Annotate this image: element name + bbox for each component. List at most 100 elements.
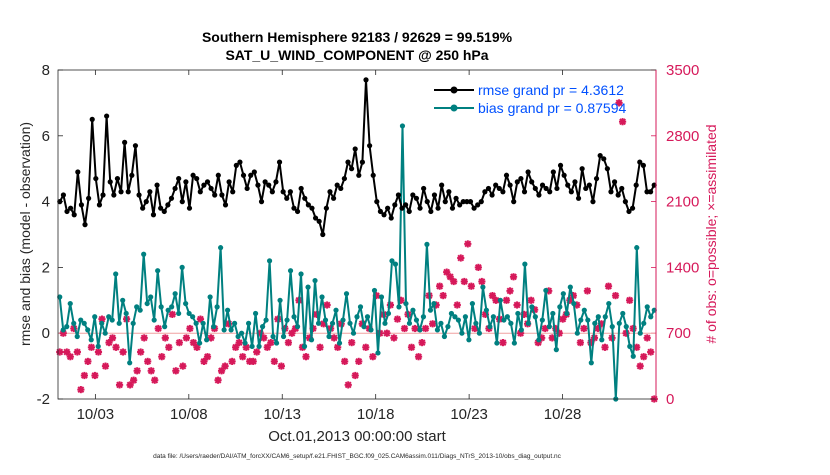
obs-marker-stroke <box>165 343 173 351</box>
rmse-point <box>525 169 531 175</box>
rmse-point <box>554 185 560 192</box>
bias-point <box>420 314 427 320</box>
rmse-point <box>597 152 603 159</box>
rmse-point <box>201 182 207 188</box>
obs-count-point <box>647 348 655 356</box>
bias-point <box>158 304 164 310</box>
rmse-point <box>147 189 153 195</box>
bias-point <box>571 300 577 307</box>
bias-point <box>434 327 441 333</box>
y-left-tick-label: 4 <box>42 194 50 211</box>
bias-point <box>382 320 388 326</box>
obs-marker-stroke <box>116 381 123 389</box>
bias-point <box>532 314 538 320</box>
bias-point <box>431 300 437 307</box>
rmse-point <box>294 208 301 215</box>
bias-point <box>109 317 115 323</box>
legend: rmse grand pr = 4.3612 bias grand pr = 0… <box>434 82 626 116</box>
rmse-point <box>345 159 351 165</box>
rmse-point <box>651 182 657 188</box>
rmse-point <box>352 146 358 152</box>
bias-point <box>333 307 339 313</box>
obs-marker-stroke <box>73 348 81 356</box>
bias-point <box>585 317 591 323</box>
bias-point <box>354 314 360 320</box>
rmse-point <box>262 179 268 185</box>
bias-point <box>508 320 514 326</box>
bias-point <box>78 317 84 323</box>
rmse-point <box>457 202 463 208</box>
rmse-point <box>248 172 254 178</box>
rmse-point <box>388 215 394 221</box>
bias-point <box>179 264 185 270</box>
rmse-point <box>619 185 625 192</box>
bias-point <box>515 310 521 317</box>
obs-count-point <box>411 324 419 333</box>
rmse-point <box>104 113 110 119</box>
bias-point <box>57 294 63 300</box>
obs-count-point <box>502 296 511 304</box>
obs-marker-stroke <box>316 343 324 351</box>
obs-count-point <box>112 343 120 351</box>
rmse-point <box>298 185 304 192</box>
obs-count-point <box>270 357 278 365</box>
obs-marker-stroke <box>179 362 187 370</box>
obs-marker-stroke <box>239 353 247 361</box>
rmse-point <box>381 212 387 218</box>
rmse-point <box>489 192 495 198</box>
obs-marker-stroke <box>186 325 194 332</box>
bias-point <box>378 294 385 300</box>
bias-point <box>634 245 640 251</box>
obs-marker-stroke <box>190 339 197 347</box>
obs-count-point <box>583 287 592 295</box>
bias-point <box>385 310 392 317</box>
obs-count-point <box>383 329 391 337</box>
rmse-point <box>226 179 232 185</box>
obs-count-point <box>133 367 141 375</box>
bias-point <box>480 284 486 290</box>
obs-marker-stroke <box>158 353 166 361</box>
obs-marker-stroke <box>84 357 92 365</box>
bias-point <box>595 314 601 320</box>
rmse-point <box>64 208 70 215</box>
rmse-point <box>403 202 409 208</box>
obs-marker-stroke <box>362 343 370 351</box>
rmse-point <box>467 199 474 205</box>
obs-marker-stroke <box>168 310 176 318</box>
legend-rmse-marker <box>450 86 458 94</box>
bias-point <box>473 320 479 326</box>
rmse-point <box>370 172 376 178</box>
obs-count-point <box>172 367 180 375</box>
bias-point <box>389 258 395 264</box>
rmse-point <box>323 205 329 211</box>
obs-marker-stroke <box>478 278 486 285</box>
obs-marker-stroke <box>284 339 292 347</box>
bias-point <box>620 310 626 317</box>
rmse-point <box>550 169 556 175</box>
obs-count-point <box>640 353 648 361</box>
rmse-point <box>179 199 185 205</box>
rmse-point <box>532 185 538 192</box>
rmse-point <box>428 208 434 215</box>
y-right-tick-label: 2100 <box>666 194 699 211</box>
rmse-point <box>327 189 333 195</box>
obs-marker-stroke <box>580 325 588 332</box>
obs-marker-stroke <box>197 315 204 323</box>
obs-count-point <box>615 99 623 107</box>
rmse-point <box>511 199 517 205</box>
rmse-point <box>118 189 124 195</box>
obs-count-point <box>147 367 155 375</box>
obs-count-point <box>66 353 74 361</box>
bias-point <box>315 320 322 326</box>
bias-point <box>326 333 332 340</box>
rmse-point <box>521 189 528 195</box>
rmse-point <box>78 202 85 208</box>
rmse-point <box>312 215 319 221</box>
obs-count-point <box>168 310 176 318</box>
obs-count-point <box>604 282 613 290</box>
bias-point <box>235 333 241 340</box>
rmse-point <box>219 192 225 198</box>
rmse-point <box>100 192 106 198</box>
rmse-point <box>496 185 502 192</box>
rmse-point <box>132 143 139 149</box>
